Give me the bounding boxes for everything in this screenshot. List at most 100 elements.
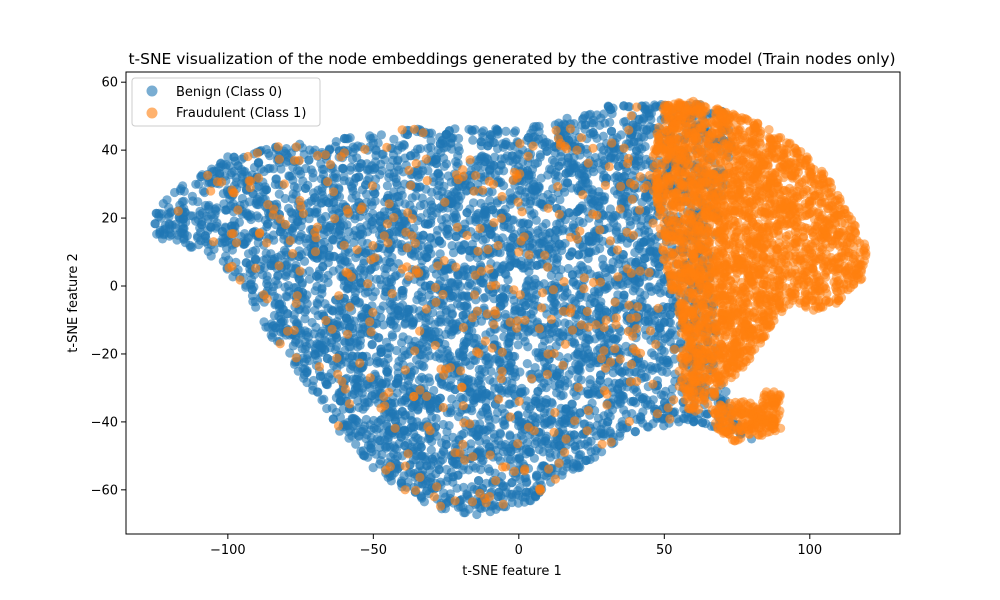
benign-point <box>248 246 258 256</box>
benign-point <box>271 174 281 184</box>
benign-point <box>541 218 551 229</box>
benign-point <box>366 443 376 453</box>
benign-point <box>463 281 473 291</box>
benign-point <box>404 468 414 478</box>
benign-point <box>329 235 339 245</box>
benign-point <box>500 269 510 279</box>
benign-point <box>544 334 554 344</box>
benign-point <box>376 456 386 466</box>
benign-point <box>308 381 318 391</box>
benign-point <box>439 153 449 163</box>
benign-point <box>432 431 442 441</box>
benign-point <box>343 421 353 431</box>
benign-point <box>367 339 377 349</box>
benign-point <box>275 299 285 309</box>
benign-point <box>583 389 593 399</box>
benign-point <box>574 216 585 226</box>
benign-point <box>372 434 382 444</box>
benign-point <box>476 372 486 383</box>
benign-point <box>481 435 491 445</box>
benign-point <box>530 363 540 373</box>
benign-point <box>573 463 583 473</box>
benign-point <box>267 332 277 342</box>
benign-point <box>425 233 436 243</box>
benign-point <box>310 193 320 203</box>
benign-point <box>185 240 195 250</box>
benign-point <box>244 197 255 207</box>
benign-point <box>523 342 533 352</box>
benign-point <box>530 159 540 169</box>
benign-point <box>448 248 459 258</box>
benign-point <box>376 130 386 140</box>
benign-point <box>434 203 444 213</box>
benign-point <box>371 449 381 459</box>
benign-point <box>405 200 415 210</box>
benign-point <box>311 322 321 332</box>
benign-point <box>164 231 175 241</box>
benign-point <box>630 247 640 258</box>
benign-point <box>222 243 232 253</box>
benign-point <box>513 498 524 508</box>
benign-point <box>619 101 629 111</box>
benign-point <box>373 333 383 343</box>
benign-point <box>335 221 345 231</box>
benign-point <box>268 282 278 292</box>
benign-point <box>336 302 346 312</box>
benign-point <box>216 158 226 168</box>
benign-point <box>640 290 650 300</box>
benign-point <box>602 307 612 317</box>
benign-point <box>474 364 484 375</box>
benign-point <box>320 335 330 345</box>
benign-point <box>459 373 469 383</box>
benign-point <box>537 439 547 449</box>
benign-point <box>504 337 514 348</box>
benign-point <box>319 273 329 283</box>
benign-point <box>513 340 523 350</box>
benign-point <box>563 378 573 388</box>
benign-point <box>721 387 731 397</box>
benign-point <box>441 439 451 450</box>
benign-point <box>377 166 387 176</box>
benign-point <box>301 305 311 315</box>
benign-point <box>400 350 410 360</box>
benign-point <box>363 164 373 174</box>
benign-point <box>417 493 427 503</box>
benign-point <box>454 412 464 422</box>
benign-point <box>351 415 362 426</box>
benign-point <box>294 338 304 348</box>
benign-point <box>585 299 595 309</box>
benign-point <box>317 164 327 174</box>
benign-point <box>485 327 495 337</box>
benign-point <box>602 334 612 344</box>
benign-point <box>596 113 606 123</box>
benign-point <box>552 327 563 337</box>
benign-point <box>388 150 399 160</box>
benign-point <box>431 469 441 479</box>
benign-point <box>596 428 606 438</box>
benign-point <box>589 286 600 297</box>
benign-point <box>545 448 555 458</box>
benign-point <box>446 406 456 416</box>
benign-point <box>617 420 627 430</box>
benign-point <box>444 353 454 363</box>
benign-point <box>613 384 623 394</box>
benign-point <box>378 149 388 159</box>
benign-point <box>558 390 568 400</box>
benign-point <box>447 241 457 251</box>
benign-point <box>628 396 638 406</box>
benign-point <box>662 355 672 365</box>
benign-point <box>495 357 505 367</box>
benign-point <box>195 206 205 216</box>
benign-point <box>573 364 584 374</box>
benign-point <box>397 285 407 296</box>
benign-point <box>606 126 617 136</box>
benign-point <box>274 189 284 199</box>
benign-point <box>605 204 616 214</box>
benign-point <box>259 255 269 265</box>
benign-point <box>507 478 517 488</box>
benign-point <box>453 142 463 152</box>
benign-point <box>198 186 208 196</box>
benign-point <box>339 172 349 182</box>
benign-point <box>438 419 448 430</box>
benign-point <box>446 191 456 201</box>
